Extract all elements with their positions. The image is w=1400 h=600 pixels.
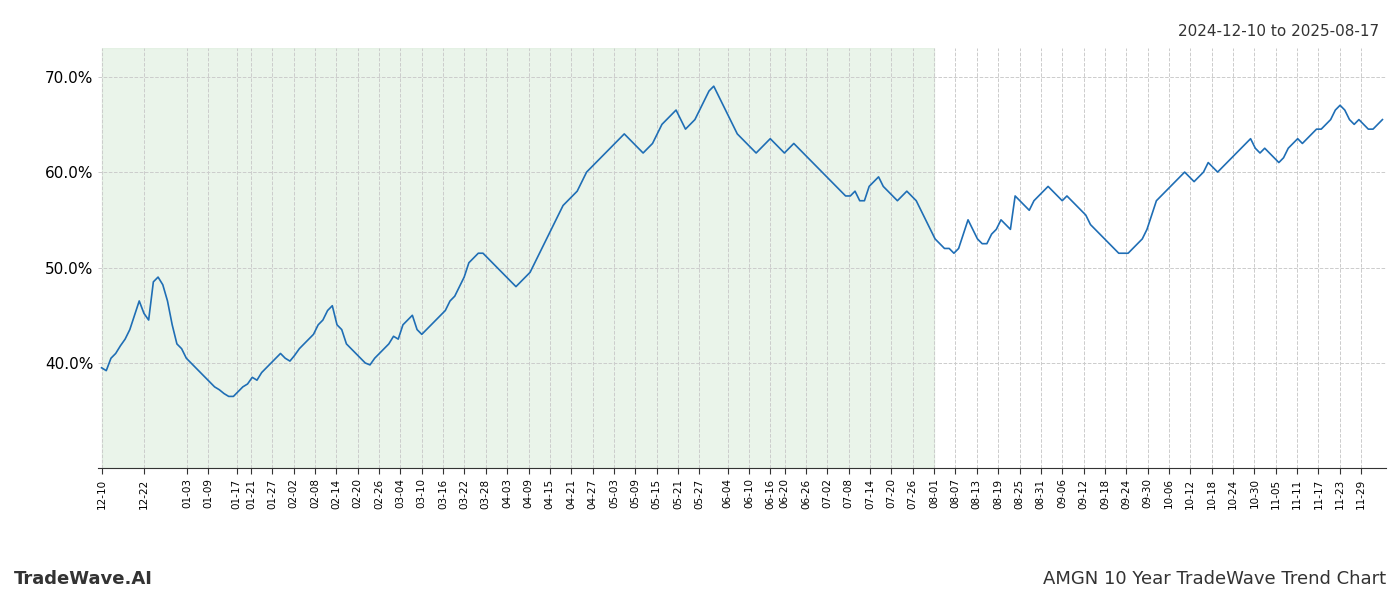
Text: 2024-12-10 to 2025-08-17: 2024-12-10 to 2025-08-17 [1177, 24, 1379, 39]
Text: AMGN 10 Year TradeWave Trend Chart: AMGN 10 Year TradeWave Trend Chart [1043, 570, 1386, 588]
Bar [102, 48, 934, 468]
Text: TradeWave.AI: TradeWave.AI [14, 570, 153, 588]
